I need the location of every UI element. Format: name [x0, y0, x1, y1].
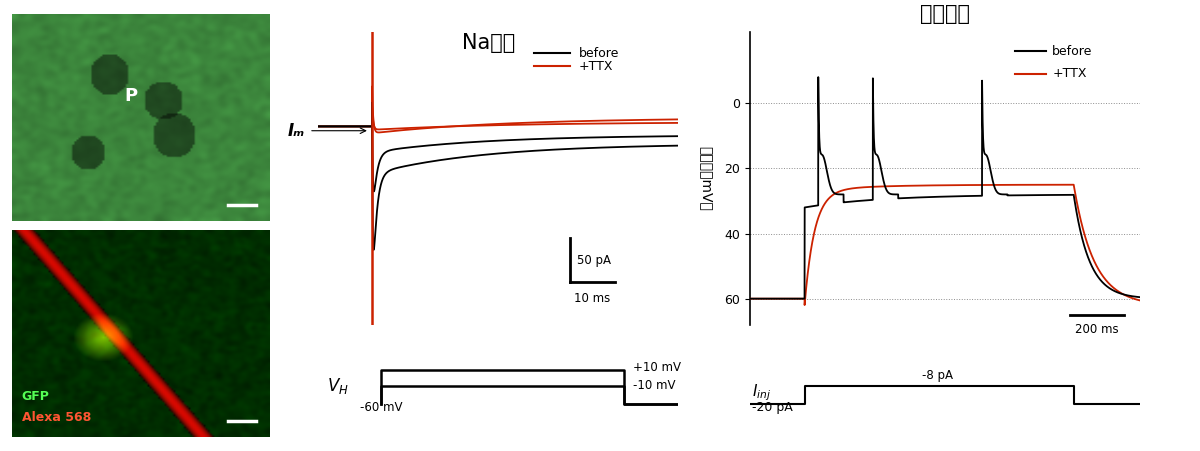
- Text: before: before: [1052, 45, 1093, 58]
- Text: $I_{inj}$: $I_{inj}$: [752, 383, 772, 403]
- Text: Iₘ: Iₘ: [287, 122, 305, 140]
- Text: Na電流: Na電流: [462, 33, 516, 53]
- Text: -20 pA: -20 pA: [752, 400, 793, 414]
- Text: +10 mV: +10 mV: [634, 361, 682, 374]
- Y-axis label: 膜電位（mV）: 膜電位（mV）: [700, 146, 714, 211]
- Text: before: before: [580, 46, 619, 60]
- Text: -8 pA: -8 pA: [922, 369, 953, 382]
- Text: Alexa 568: Alexa 568: [22, 411, 91, 424]
- Text: 200 ms: 200 ms: [1075, 323, 1118, 336]
- Text: -10 mV: -10 mV: [634, 379, 676, 392]
- Text: GFP: GFP: [22, 390, 49, 403]
- Text: $V_H$: $V_H$: [326, 376, 349, 396]
- Title: 活動電位: 活動電位: [920, 5, 970, 24]
- Text: 10 ms: 10 ms: [575, 292, 611, 305]
- Text: -60 mV: -60 mV: [360, 401, 402, 414]
- Text: 50 pA: 50 pA: [577, 253, 611, 267]
- Text: +TTX: +TTX: [1052, 67, 1087, 80]
- Text: +TTX: +TTX: [580, 60, 613, 73]
- Text: P: P: [125, 87, 138, 105]
